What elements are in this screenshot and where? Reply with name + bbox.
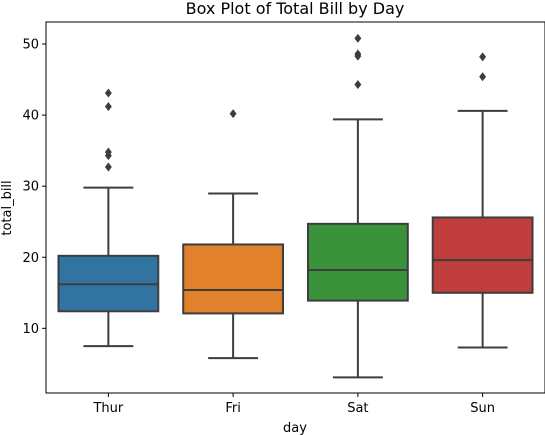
outlier-point bbox=[354, 33, 362, 43]
outlier-point bbox=[104, 162, 112, 172]
y-tick-label: 10 bbox=[22, 322, 39, 337]
axes-frame bbox=[45, 21, 545, 394]
y-tick-label: 30 bbox=[22, 180, 39, 195]
x-tick-label: Thur bbox=[92, 401, 123, 416]
x-tick-label: Sat bbox=[347, 401, 368, 416]
x-tick-label: Sun bbox=[470, 401, 495, 416]
y-tick-label: 50 bbox=[22, 38, 39, 53]
box-fri bbox=[182, 243, 285, 315]
outlier-point bbox=[104, 101, 112, 112]
box-sun bbox=[431, 216, 534, 294]
chart-title: Box Plot of Total Bill by Day bbox=[186, 0, 405, 18]
outlier-point bbox=[354, 79, 362, 90]
outlier-point bbox=[229, 109, 237, 119]
outlier-point bbox=[479, 52, 487, 62]
outlier-point bbox=[104, 88, 112, 98]
y-tick-label: 20 bbox=[22, 251, 39, 266]
y-axis-label: total_bill bbox=[0, 180, 15, 235]
plot-area: 10 20 30 40 50 Thur Fri Sat Sun bbox=[22, 21, 545, 416]
box-sat bbox=[306, 222, 409, 302]
y-tick-label: 40 bbox=[22, 109, 39, 124]
x-axis-label: day bbox=[283, 421, 307, 435]
outlier-point bbox=[104, 147, 112, 157]
x-tick-label: Fri bbox=[225, 401, 241, 416]
outlier-point bbox=[354, 49, 362, 59]
outlier-point bbox=[479, 72, 487, 82]
